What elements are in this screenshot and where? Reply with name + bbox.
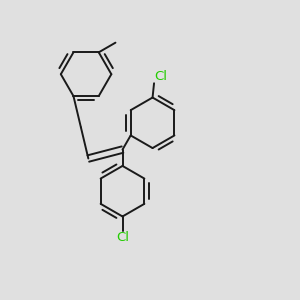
Text: Cl: Cl [116,231,129,244]
Text: Cl: Cl [154,70,167,83]
